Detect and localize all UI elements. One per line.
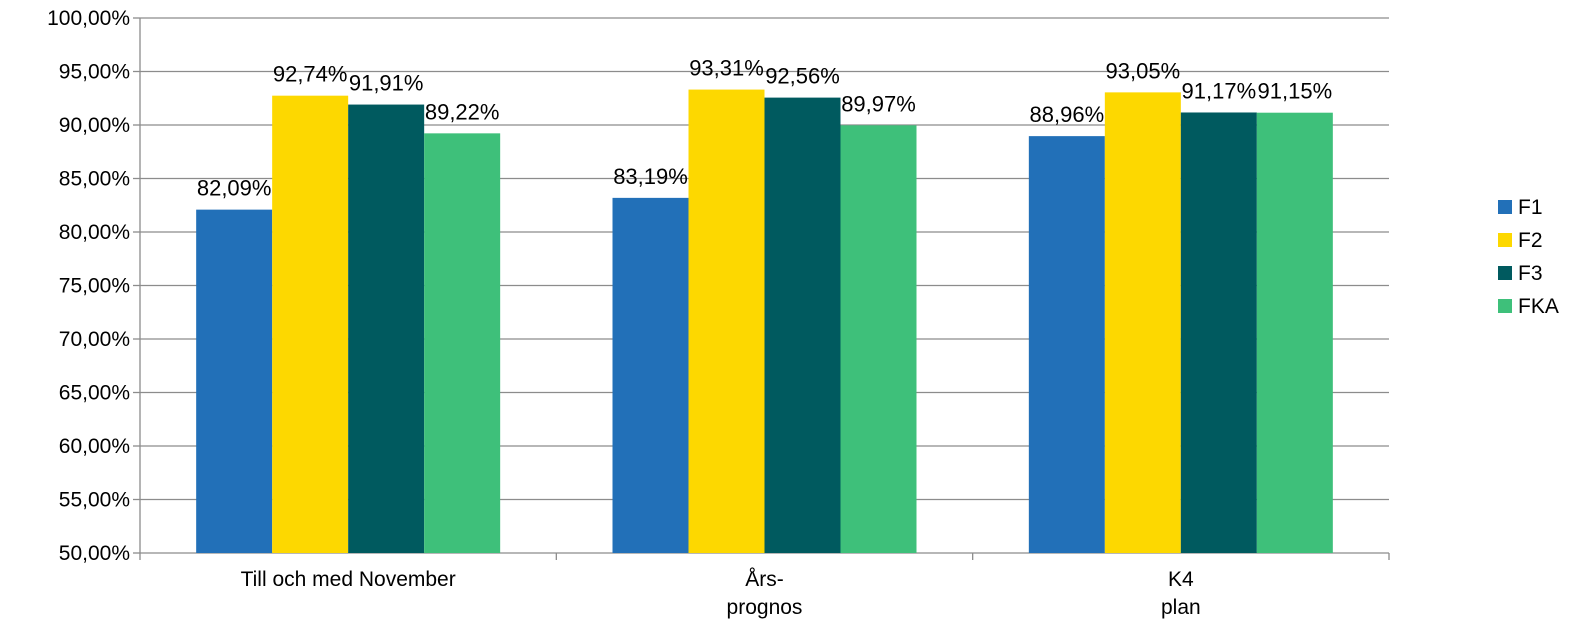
y-tick-label: 75,00%: [59, 275, 130, 298]
bar-f2: [272, 95, 349, 553]
legend-swatch-f1: [1498, 200, 1512, 214]
data-label: 89,97%: [841, 91, 916, 116]
data-label: 91,17%: [1182, 78, 1257, 103]
bar-f1: [196, 209, 273, 553]
bar-f2: [688, 89, 765, 553]
data-label: 91,91%: [349, 71, 424, 96]
legend-swatch-f2: [1498, 233, 1512, 247]
y-tick-label: 95,00%: [59, 61, 130, 84]
legend-label-fka: FKA: [1518, 295, 1559, 318]
y-tick-label: 80,00%: [59, 221, 130, 244]
y-tick-label: 60,00%: [59, 435, 130, 458]
y-tick-label: 55,00%: [59, 489, 130, 512]
x-category-label: Års-: [745, 568, 784, 591]
x-category-label: Till och med November: [241, 568, 456, 591]
legend-swatch-fka: [1498, 299, 1512, 313]
data-label: 92,74%: [273, 62, 348, 87]
data-label: 88,96%: [1030, 102, 1105, 127]
y-tick-label: 90,00%: [59, 114, 130, 137]
data-label: 82,09%: [197, 176, 272, 201]
bar-fka: [840, 125, 917, 554]
data-label: 93,05%: [1106, 58, 1181, 83]
bar-f3: [1180, 112, 1257, 553]
data-label: 89,22%: [425, 99, 500, 124]
data-label: 92,56%: [765, 64, 840, 89]
x-category-label: plan: [1161, 596, 1201, 619]
bar-fka: [424, 133, 501, 553]
legend-label-f3: F3: [1518, 262, 1543, 285]
data-label: 91,15%: [1258, 79, 1333, 104]
bar-f3: [764, 97, 841, 553]
legend-swatch-f3: [1498, 266, 1512, 280]
bar-f1: [612, 197, 689, 553]
bar-f3: [348, 104, 425, 554]
legend-label-f1: F1: [1518, 196, 1543, 219]
bar-fka: [1256, 112, 1333, 553]
data-label: 83,19%: [613, 164, 688, 189]
y-tick-label: 70,00%: [59, 328, 130, 351]
bar-f1: [1028, 136, 1105, 554]
data-label: 93,31%: [689, 56, 764, 81]
bar-f2: [1104, 92, 1181, 554]
y-tick-label: 65,00%: [59, 382, 130, 405]
y-tick-label: 50,00%: [59, 542, 130, 565]
x-category-label: K4: [1168, 568, 1194, 591]
x-category-label: prognos: [727, 596, 803, 619]
y-tick-label: 85,00%: [59, 168, 130, 191]
legend-label-f2: F2: [1518, 229, 1543, 252]
y-tick-label: 100,00%: [47, 7, 130, 30]
